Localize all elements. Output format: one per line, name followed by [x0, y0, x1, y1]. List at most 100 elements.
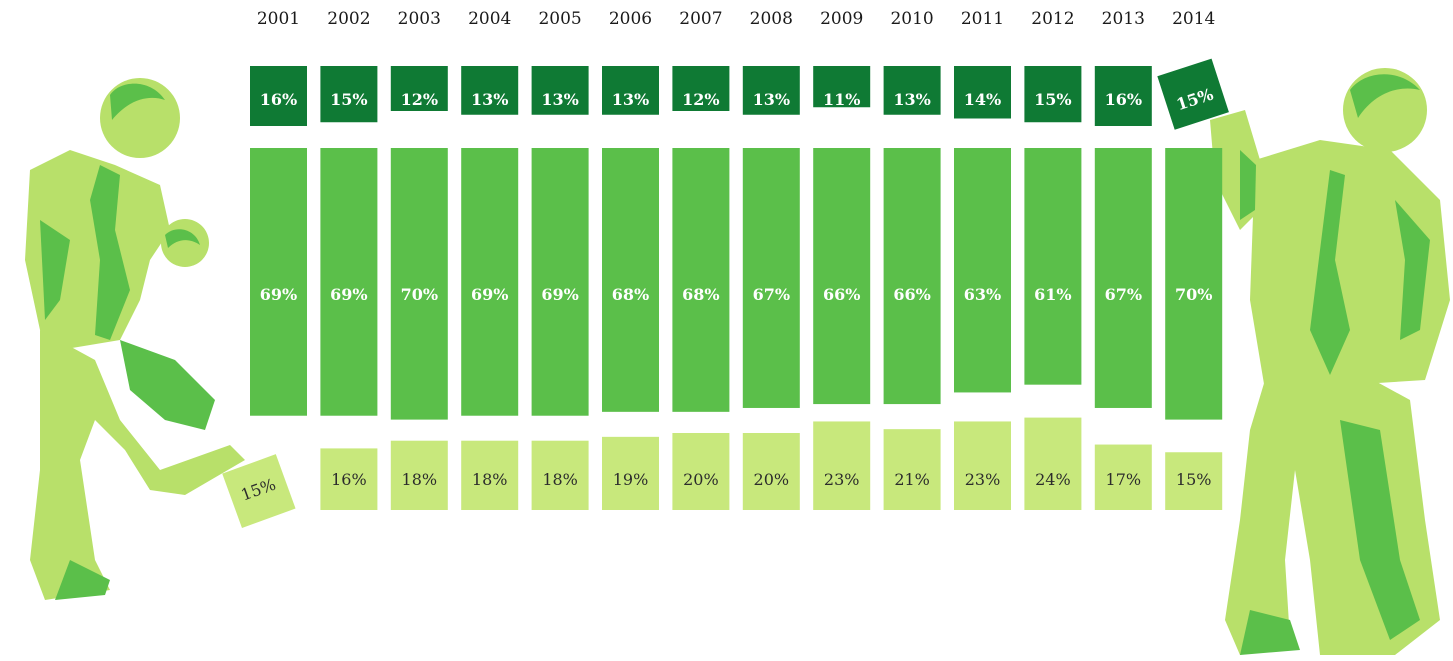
bottom-bar — [813, 421, 871, 510]
year-label: 2011 — [961, 9, 1004, 29]
bottom-bar — [320, 448, 378, 510]
middle-bar-label: 66% — [823, 285, 860, 304]
top-bar-label: 13% — [753, 90, 790, 109]
middle-bar — [954, 148, 1011, 393]
bottom-bar-label: 15% — [1176, 470, 1212, 489]
x-axis-year-labels: 2001 2002 2003 2004 2005 2006 2007 2008 2009 2010… — [257, 9, 1215, 29]
top-bar — [813, 66, 871, 108]
bottom-bar-label: 17% — [1106, 470, 1142, 489]
bottom-bar — [602, 436, 659, 510]
middle-bar-label: 67% — [753, 285, 790, 304]
bottom-bar-label: 23% — [824, 470, 860, 489]
bottom-bar-label: 23% — [965, 470, 1001, 489]
middle-bar-label: 67% — [1105, 285, 1142, 304]
middle-bar-label: 70% — [401, 285, 438, 304]
bottom-bar — [390, 440, 448, 510]
top-bar-label: 13% — [893, 90, 930, 109]
bottom-bar — [222, 454, 296, 528]
middle-bar — [1024, 148, 1082, 385]
year-label: 2005 — [538, 9, 581, 29]
middle-bar-label: 68% — [682, 285, 719, 304]
year-label: 2007 — [679, 9, 722, 29]
top-bar — [531, 66, 589, 115]
bottom-bar-label: 18% — [402, 470, 438, 489]
top-bar — [250, 66, 307, 126]
bottom-bar-label: 18% — [542, 470, 578, 489]
top-bar — [742, 66, 800, 115]
bottom-bar — [1094, 444, 1152, 510]
top-bar-label: 11% — [823, 90, 860, 109]
middle-bar — [672, 148, 730, 412]
middle-bar-label: 69% — [471, 285, 508, 304]
middle-bar-label: 66% — [893, 285, 930, 304]
middle-bar-label: 69% — [541, 285, 578, 304]
top-bar — [1024, 66, 1082, 123]
top-bar — [461, 66, 519, 115]
bottom-bar — [1024, 417, 1082, 510]
bottom-bar — [531, 440, 589, 510]
top-bar-label: 13% — [541, 90, 578, 109]
bottom-bar-label: 19% — [613, 470, 649, 489]
top-bar — [390, 66, 448, 111]
top-bar-label: 13% — [471, 90, 508, 109]
top-bar-label: 12% — [682, 90, 719, 109]
middle-bar — [602, 148, 659, 412]
middle-bar — [1165, 148, 1223, 420]
year-label: 2009 — [820, 9, 863, 29]
bottom-bar — [672, 433, 730, 510]
bottom-bar-label: 16% — [331, 470, 367, 489]
businessman-kicking-icon — [25, 78, 245, 600]
middle-bar — [531, 148, 589, 416]
middle-bar — [813, 148, 871, 405]
middle-bar — [461, 148, 519, 416]
year-label: 2008 — [750, 9, 793, 29]
top-bar-label: 12% — [401, 90, 438, 109]
kicked-bottom-box: 15% — [222, 454, 296, 528]
middle-bar — [1094, 148, 1152, 408]
middle-bar-label: 70% — [1175, 285, 1212, 304]
top-bar — [320, 66, 378, 123]
middle-bar — [883, 148, 941, 405]
top-bar-label: 16% — [1105, 90, 1142, 109]
year-label: 2014 — [1172, 9, 1215, 29]
middle-bar-label: 61% — [1034, 285, 1071, 304]
top-bar — [672, 66, 730, 111]
year-label: 2003 — [398, 9, 441, 29]
bottom-bar — [954, 421, 1011, 510]
middle-bar — [250, 148, 307, 416]
bottom-bar — [742, 433, 800, 510]
bottom-bar — [461, 440, 519, 510]
bottom-bar-label: 20% — [683, 470, 719, 489]
year-label: 2013 — [1102, 9, 1145, 29]
bottom-bar-label: 20% — [754, 470, 790, 489]
year-label: 2001 — [257, 9, 300, 29]
top-bar-label: 16% — [260, 90, 297, 109]
businessman-lifting-icon — [1210, 68, 1450, 655]
bottom-bar-label: 21% — [894, 470, 930, 489]
bottom-bar-label: 24% — [1035, 470, 1071, 489]
middle-bar-label: 69% — [260, 285, 297, 304]
middle-bar-label: 68% — [612, 285, 649, 304]
year-label: 2006 — [609, 9, 652, 29]
middle-bar — [390, 148, 448, 420]
middle-bar — [320, 148, 378, 416]
middle-segment-bars: 69% 69% 70% 69% 69% 68% 68% 67% 66% 66% 63% 61% 67% 7… — [250, 148, 1223, 420]
tilted-top-box: 15% — [1157, 58, 1229, 130]
top-bar-label: 14% — [964, 90, 1001, 109]
year-label: 2004 — [468, 9, 511, 29]
middle-bar — [742, 148, 800, 408]
top-bar-label: 13% — [612, 90, 649, 109]
top-bar-label: 15% — [330, 90, 367, 109]
bottom-bar — [883, 429, 941, 510]
top-bar — [1094, 66, 1152, 126]
year-label: 2010 — [890, 9, 933, 29]
top-bar-label: 15% — [1034, 90, 1071, 109]
middle-bar-label: 69% — [330, 285, 367, 304]
middle-bar-label: 63% — [964, 285, 1001, 304]
top-bar — [954, 66, 1011, 119]
top-bar — [1157, 58, 1229, 130]
year-label: 2002 — [327, 9, 370, 29]
top-bar — [883, 66, 941, 115]
bottom-bar-label: 18% — [472, 470, 508, 489]
